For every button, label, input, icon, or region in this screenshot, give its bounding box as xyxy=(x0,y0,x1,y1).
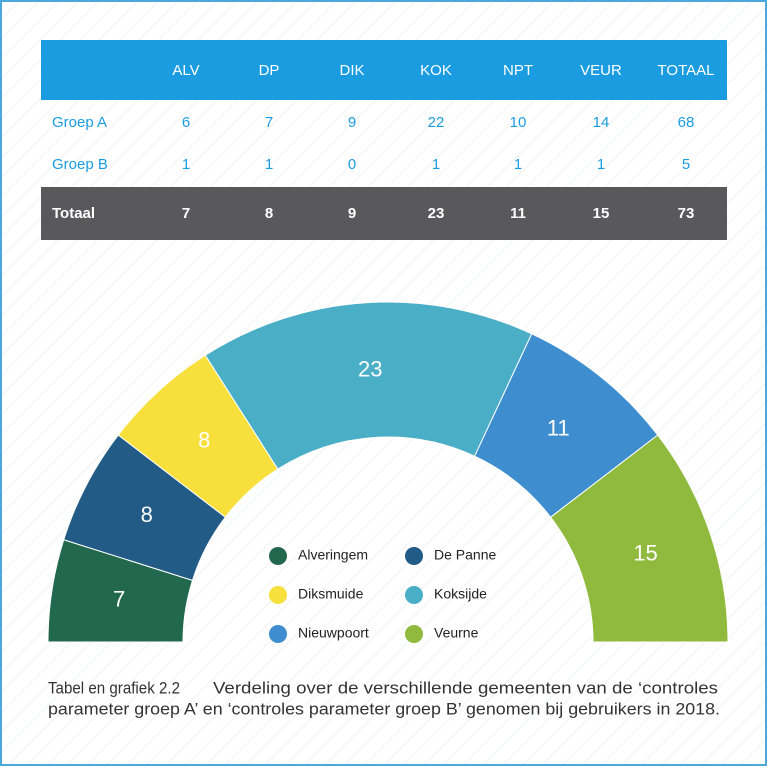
row-label: Groep A xyxy=(52,114,107,131)
cell: 7 xyxy=(265,114,273,131)
legend-marker xyxy=(269,547,287,565)
cell: 9 xyxy=(348,114,356,131)
cell: 6 xyxy=(182,114,190,131)
cell: 1 xyxy=(182,156,190,173)
data-label: 8 xyxy=(141,502,153,527)
cell: 14 xyxy=(593,114,610,131)
data-label: 15 xyxy=(633,540,657,565)
column-header: TOTAAL xyxy=(658,62,715,79)
cell: 8 xyxy=(265,205,273,222)
table-total-row xyxy=(41,187,727,240)
cell: 68 xyxy=(678,114,695,131)
legend-label: Koksijde xyxy=(434,586,487,602)
table-header xyxy=(41,40,727,100)
legend-marker xyxy=(405,625,423,643)
cell: 15 xyxy=(593,205,610,222)
cell: 23 xyxy=(428,205,445,222)
cell: 10 xyxy=(510,114,527,131)
column-header: ALV xyxy=(172,62,199,79)
legend-label: Veurne xyxy=(434,625,479,641)
caption-label: Tabel en grafiek 2.2 xyxy=(48,678,180,697)
cell: 9 xyxy=(348,205,356,222)
donut-segment xyxy=(204,301,533,470)
data-label: 11 xyxy=(547,416,570,441)
cell: 1 xyxy=(432,156,440,173)
legend-label: Diksmuide xyxy=(298,586,364,602)
legend-marker xyxy=(405,547,423,565)
column-header: DP xyxy=(259,62,280,79)
row-label: Groep B xyxy=(52,156,108,173)
donut-segment xyxy=(549,434,729,643)
cell: 1 xyxy=(265,156,273,173)
legend-marker xyxy=(269,586,287,604)
cell: 1 xyxy=(514,156,522,173)
legend-marker xyxy=(405,586,423,604)
caption-text: Verdeling over de verschillende gemeente… xyxy=(213,678,718,697)
cell: 73 xyxy=(678,205,695,222)
row-label: Totaal xyxy=(52,205,95,222)
cell: 7 xyxy=(182,205,190,222)
cell: 5 xyxy=(682,156,690,173)
data-label: 8 xyxy=(198,427,210,452)
caption-text: parameter groep A’ en ‘controles paramet… xyxy=(48,699,720,718)
legend-marker xyxy=(269,625,287,643)
legend-label: Alveringem xyxy=(298,547,368,563)
column-header: VEUR xyxy=(580,62,622,79)
chart: 7 8 8 23 11 15 Alveringem De Panne Diksmuide Koks… xyxy=(47,301,729,643)
data-label: 7 xyxy=(113,586,125,611)
legend-label: De Panne xyxy=(434,547,496,563)
cell: 1 xyxy=(597,156,605,173)
cell: 22 xyxy=(428,114,445,131)
column-header: NPT xyxy=(503,62,533,79)
legend-label: Nieuwpoort xyxy=(298,625,369,641)
cell: 0 xyxy=(348,156,356,173)
data-label: 23 xyxy=(358,356,382,381)
cell: 11 xyxy=(510,205,526,222)
column-header: DIK xyxy=(339,62,364,79)
column-header: KOK xyxy=(420,62,452,79)
